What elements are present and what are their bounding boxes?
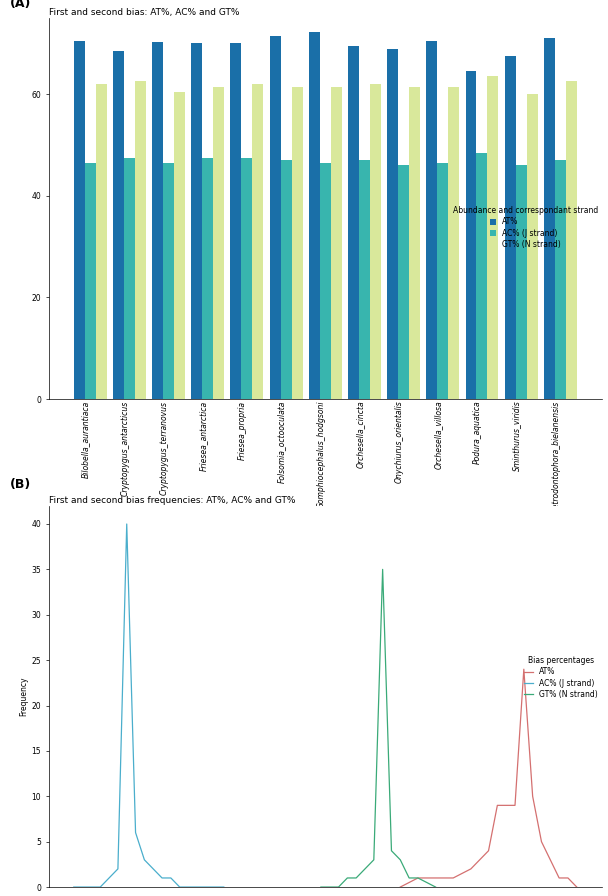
- Bar: [163, 163, 174, 399]
- Bar: [348, 46, 359, 399]
- Bar: [566, 82, 577, 399]
- Bar: [387, 49, 398, 399]
- Bar: [152, 42, 163, 399]
- Bar: [241, 158, 252, 399]
- Text: (A): (A): [10, 0, 31, 10]
- Bar: [95, 84, 106, 399]
- Y-axis label: Frequency: Frequency: [19, 676, 29, 716]
- Bar: [527, 94, 537, 399]
- Bar: [505, 56, 516, 399]
- Bar: [398, 166, 409, 399]
- Bar: [320, 163, 331, 399]
- Bar: [252, 84, 263, 399]
- Bar: [113, 51, 124, 399]
- Bar: [466, 72, 477, 399]
- Bar: [202, 158, 213, 399]
- Bar: [370, 84, 381, 399]
- Bar: [409, 87, 420, 399]
- Text: (B): (B): [10, 478, 31, 491]
- Bar: [544, 39, 555, 399]
- Bar: [331, 87, 342, 399]
- Bar: [488, 76, 499, 399]
- Bar: [281, 160, 292, 399]
- Bar: [426, 41, 437, 399]
- Text: First and second bias: AT%, AC% and GT%: First and second bias: AT%, AC% and GT%: [49, 8, 239, 17]
- Bar: [85, 163, 95, 399]
- Bar: [192, 43, 202, 399]
- Legend: AT%, AC% (J strand), GT% (N strand): AT%, AC% (J strand), GT% (N strand): [453, 206, 598, 249]
- Bar: [124, 158, 135, 399]
- Bar: [359, 160, 370, 399]
- Bar: [309, 32, 320, 399]
- Bar: [270, 36, 281, 399]
- Bar: [135, 82, 146, 399]
- Bar: [230, 43, 241, 399]
- Bar: [174, 91, 185, 399]
- Bar: [74, 41, 85, 399]
- Bar: [292, 87, 303, 399]
- Bar: [213, 87, 224, 399]
- Bar: [448, 87, 459, 399]
- Bar: [437, 163, 448, 399]
- Bar: [555, 160, 566, 399]
- Legend: AT%, AC% (J strand), GT% (N strand): AT%, AC% (J strand), GT% (N strand): [524, 656, 598, 699]
- Text: First and second bias frequencies: AT%, AC% and GT%: First and second bias frequencies: AT%, …: [49, 496, 295, 505]
- Bar: [477, 152, 488, 399]
- Bar: [516, 166, 527, 399]
